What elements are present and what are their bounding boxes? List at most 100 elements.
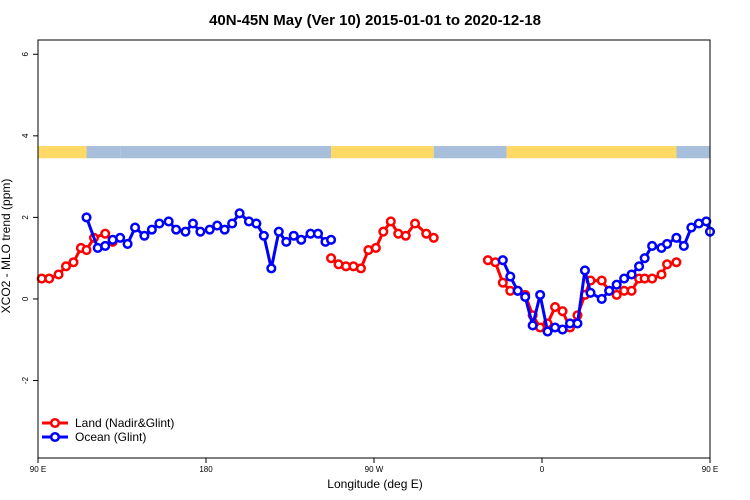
data-point [154,218,165,229]
data-point [572,318,583,329]
data-point [535,289,546,300]
surface-segment-land [506,146,626,159]
surface-segment-land [331,146,434,159]
data-point [527,320,538,331]
y-axis-ticks: -2 0 2 4 6 [21,51,38,384]
y-axis-label: XCO2 - MLO trend (ppm) [0,179,13,314]
x-tick-label: 90 E [702,465,718,474]
data-point [626,269,637,280]
data-point [163,216,174,227]
x-tick-label: 180 [199,465,213,474]
x-tick-label: 90 W [365,465,384,474]
y-tick-label: 4 [21,133,30,138]
data-point [355,263,366,274]
data-point [204,224,215,235]
data-point [579,265,590,276]
data-point [671,257,682,268]
data-point [634,261,645,272]
data-point [146,224,157,235]
y-tick-label: -2 [21,376,30,384]
data-point [326,234,337,245]
x-axis-label: Longitude (deg E) [327,477,422,491]
data-point [626,285,637,296]
y-tick-label: 6 [21,51,30,56]
data-point [585,287,596,298]
data-point [550,302,561,313]
legend-label: Land (Nadir&Glint) [75,416,174,430]
data-point [505,271,516,282]
series-ocean-glint [81,208,716,337]
data-point [428,232,439,243]
data-point [273,226,284,237]
data-point [557,324,568,335]
data-point [370,242,381,254]
surface-type-bar [38,146,710,159]
data-point [647,273,658,284]
data-point [686,222,697,233]
data-point [410,218,421,229]
data-point [326,253,337,264]
data-point [60,261,72,272]
surface-segment-land [38,146,87,159]
data-point [258,230,269,241]
x-tick-label: 90 E [30,465,46,474]
y-tick-label: 0 [21,296,30,301]
surface-segment-land [626,146,677,159]
surface-segment-ocean [86,146,121,159]
data-point [596,293,607,305]
data-point [251,218,262,229]
data-point [596,275,607,286]
series-layer [36,208,716,337]
data-point [195,226,206,237]
data-point [639,253,650,264]
data-point [520,291,531,302]
data-point [678,240,689,251]
data-point [288,230,299,241]
data-point [234,208,245,219]
data-point [122,238,133,249]
data-point [512,285,523,296]
data-point [542,326,553,337]
y-tick-label: 2 [21,215,30,220]
legend-label: Ocean (Glint) [75,430,146,444]
data-point [266,263,277,274]
data-point [180,226,191,237]
data-point [557,306,568,317]
data-point [44,273,55,284]
series-line [41,232,114,281]
data-point [81,212,92,223]
data-point [296,234,307,245]
legend-marker [49,417,61,429]
data-point [701,216,712,227]
data-point [671,232,682,243]
data-point [647,240,658,251]
data-point [604,285,615,296]
data-point [662,238,673,249]
data-point [656,269,667,280]
chart-title: 40N-45N May (Ver 10) 2015-01-01 to 2020-… [209,12,541,29]
legend-item-land-nadir-glint: Land (Nadir&Glint) [42,416,174,430]
data-point [53,269,64,280]
data-point [611,289,622,300]
data-point [378,226,389,237]
data-point [281,236,292,247]
data-point [171,224,182,235]
data-point [227,218,238,229]
x-tick-label: 0 [540,465,545,474]
surface-segment-ocean [120,146,332,159]
data-point [385,216,396,227]
legend-item-ocean-glint: Ocean (Glint) [42,430,146,444]
data-point [100,240,111,251]
legend: Land (Nadir&Glint)Ocean (Glint) [42,416,174,444]
data-point [81,244,92,256]
x-axis-ticks: 90 E 180 90 W 0 90 E [30,458,718,474]
surface-segment-ocean [433,146,507,159]
data-point [100,228,111,239]
data-point [619,273,630,284]
data-point [130,222,141,233]
data-point [68,257,79,268]
data-point [219,224,230,235]
data-point [497,277,508,288]
data-point [421,228,432,239]
